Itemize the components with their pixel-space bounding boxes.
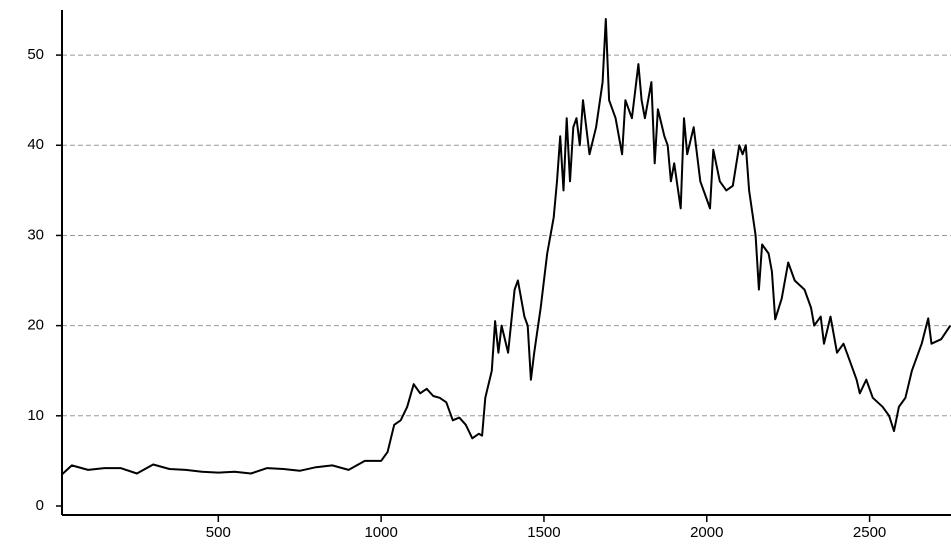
y-tick-label: 40 (27, 136, 44, 153)
x-tick-label: 1500 (527, 524, 560, 541)
y-tick-label: 30 (27, 226, 44, 243)
x-tick-label: 2500 (853, 524, 886, 541)
x-tick-label: 500 (206, 524, 231, 541)
x-tick-label: 2000 (690, 524, 723, 541)
x-tick-label: 1000 (364, 524, 397, 541)
y-tick-label: 0 (36, 497, 44, 514)
y-tick-label: 50 (27, 46, 44, 63)
y-tick-label: 20 (27, 317, 44, 334)
data-line (61, 18, 951, 476)
y-tick-label: 10 (27, 407, 44, 424)
